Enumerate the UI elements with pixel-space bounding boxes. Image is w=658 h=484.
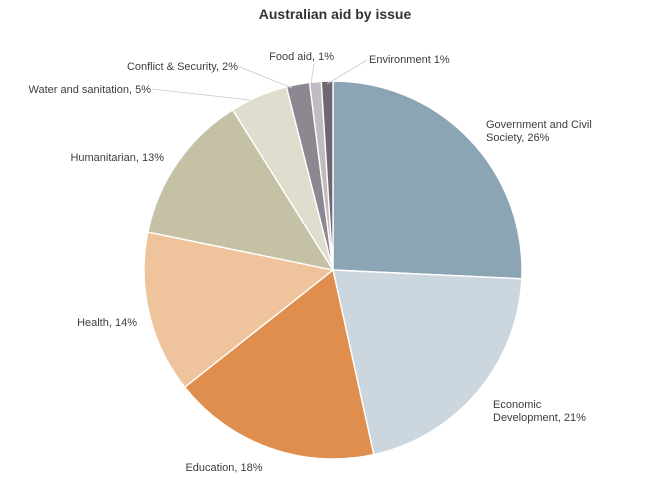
pie-slice (332, 80, 523, 280)
slice-label: Conflict & Security, 2% (127, 61, 238, 73)
slice-label: Water and sanitation, 5% (29, 84, 152, 96)
slice-label: Humanitarian, 13% (70, 152, 164, 164)
slice-label: Environment 1% (369, 54, 450, 66)
label-leader-lines (151, 59, 368, 101)
slice-label: Health, 14% (77, 317, 137, 329)
slice-label: Education, 18% (185, 462, 262, 474)
leader-line (326, 59, 368, 85)
leader-line (310, 63, 315, 85)
leader-line (239, 66, 293, 89)
pie-slice (147, 108, 335, 272)
pie-slice (143, 231, 335, 389)
slice-label: Food aid, 1% (269, 51, 334, 63)
slice-label: Economic Development, 21% (493, 399, 586, 424)
slice-label: Government and Civil Society, 26% (486, 119, 592, 144)
pie-slice (183, 268, 375, 460)
chart-title: Australian aid by issue (259, 6, 412, 22)
slice-labels: Government and Civil Society, 26% Economic… (29, 51, 592, 474)
pie-slice (320, 80, 334, 271)
leader-line (151, 88, 251, 101)
pie-slices (143, 80, 523, 460)
pie-slice (332, 269, 523, 456)
